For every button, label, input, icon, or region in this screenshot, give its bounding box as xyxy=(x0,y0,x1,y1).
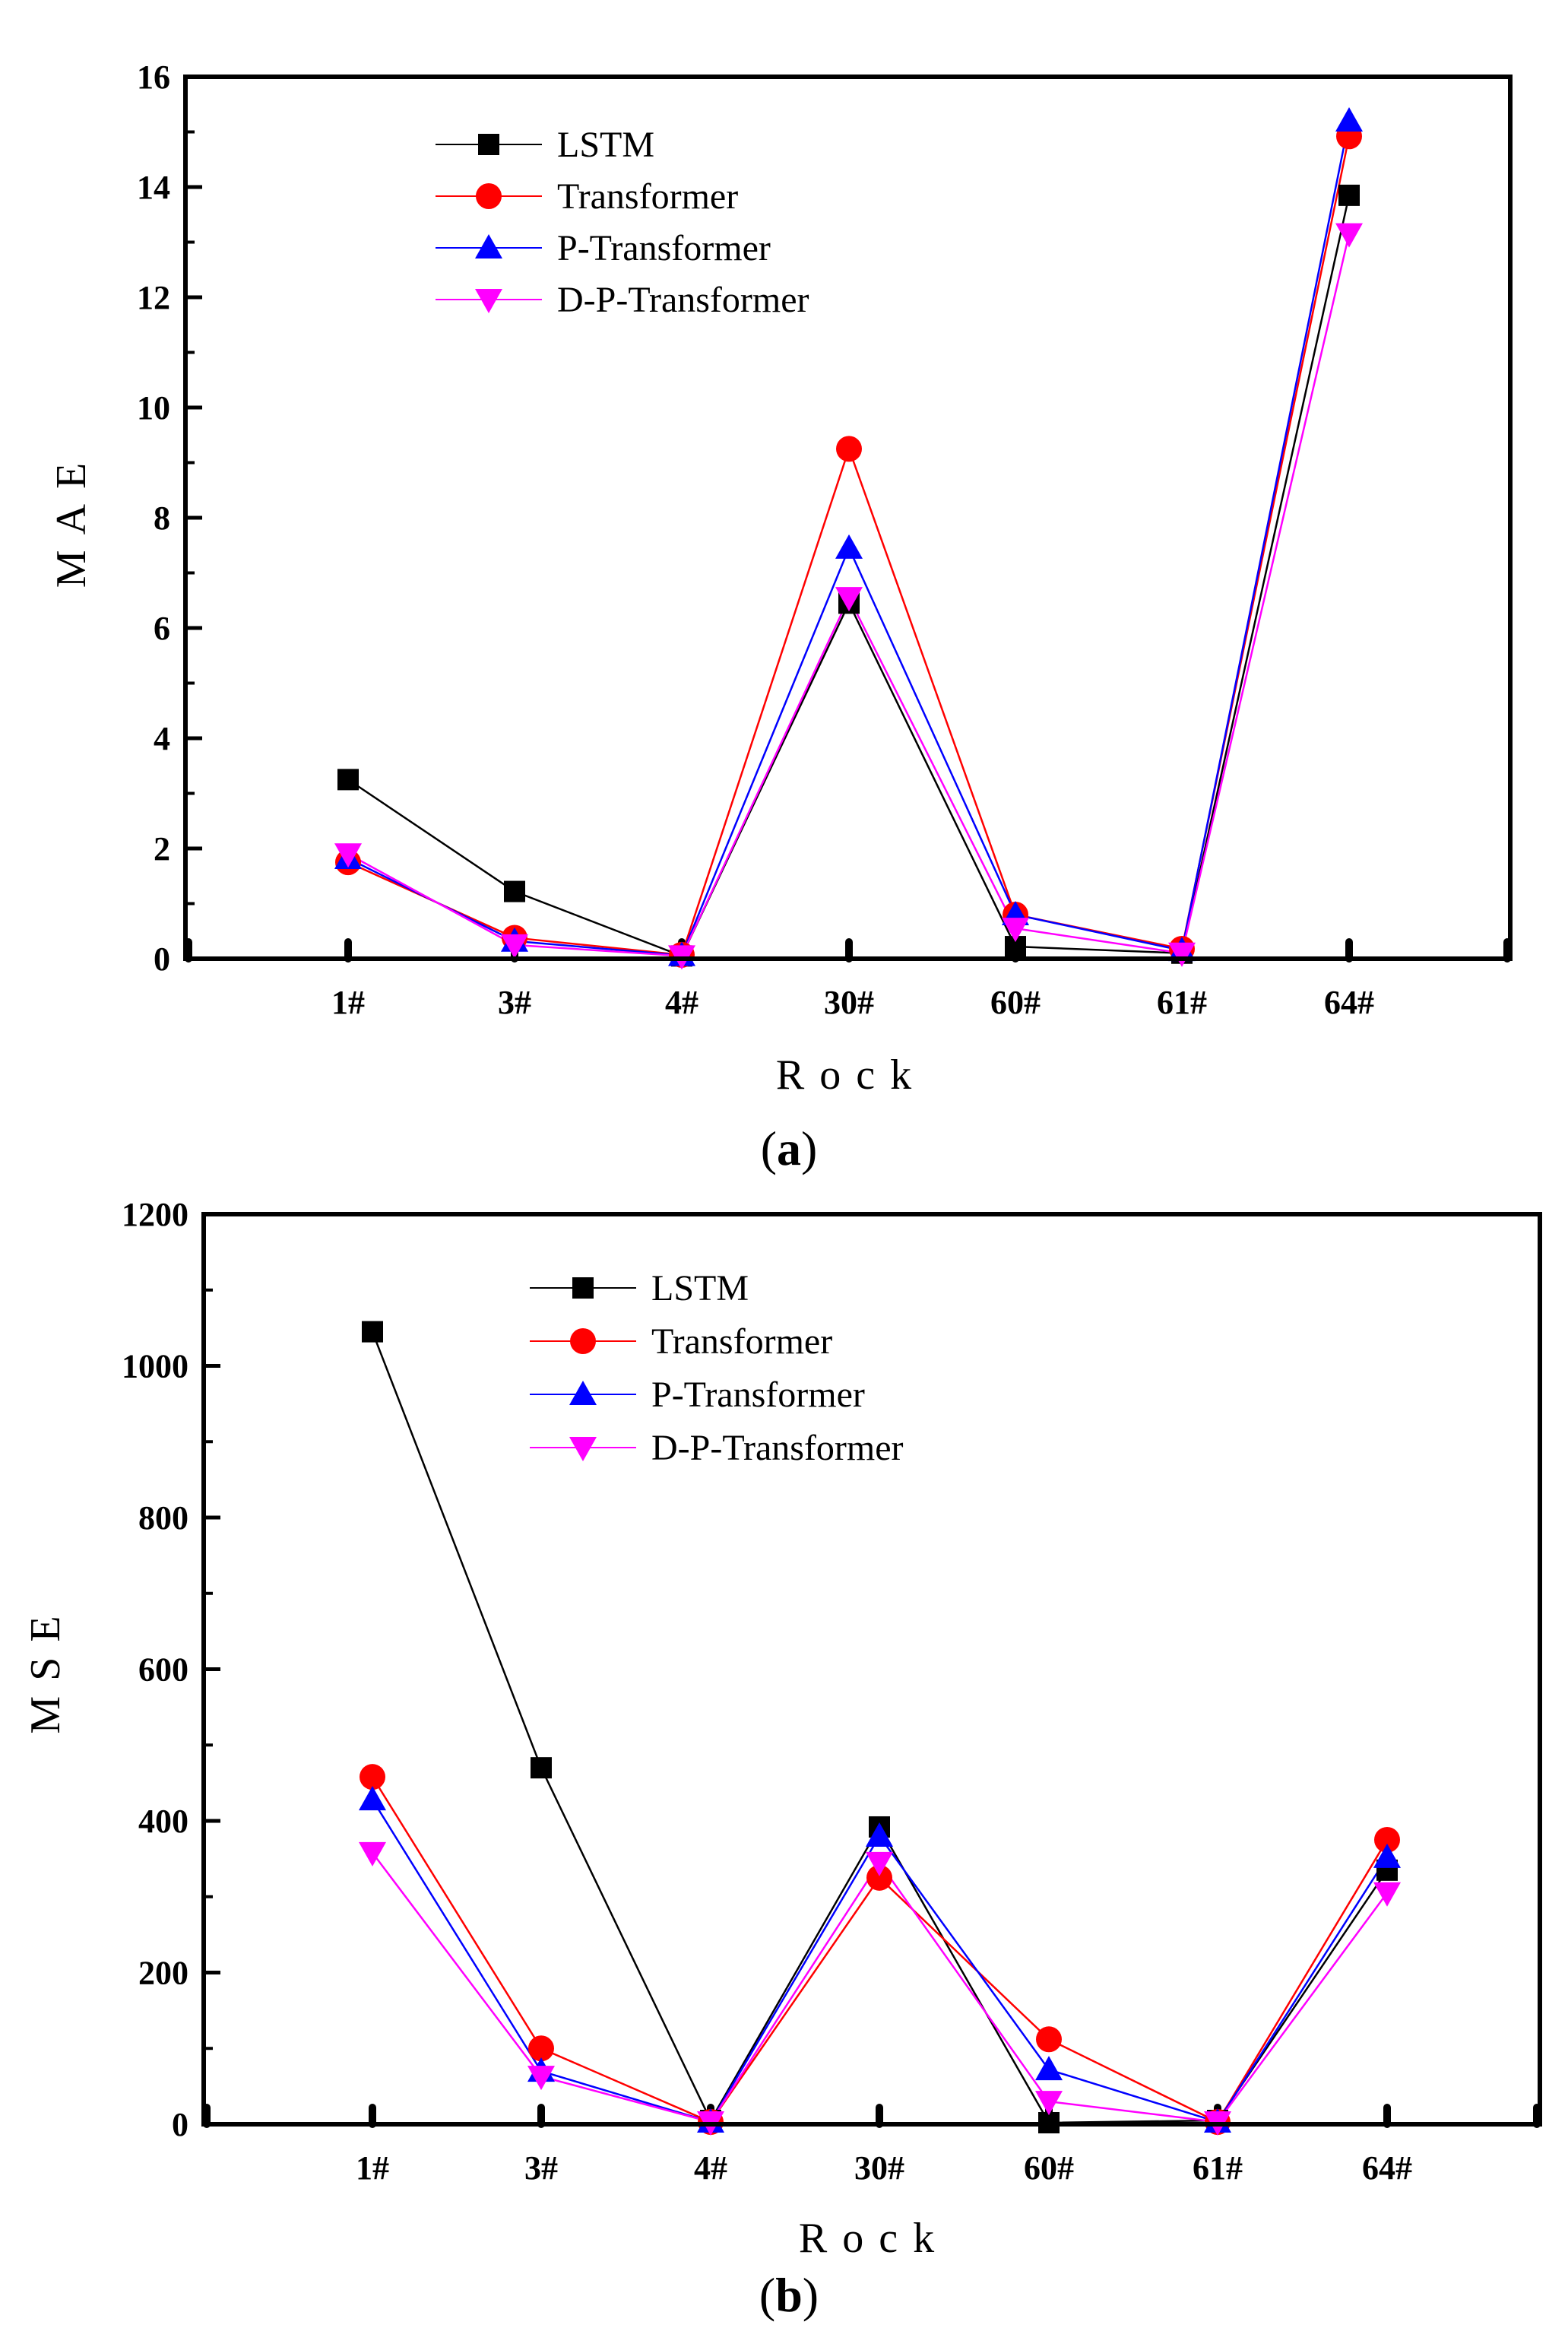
x-tick-label: 3# xyxy=(524,2149,558,2187)
data-point-d-p-transformer xyxy=(527,2066,555,2091)
series-p-transformer xyxy=(371,1799,1389,2123)
legend-label-lstm: LSTM xyxy=(651,1268,749,1308)
data-point-p-transformer xyxy=(866,1822,893,1847)
y-tick-label: 8 xyxy=(154,500,170,537)
series-lstm xyxy=(347,195,1351,957)
chart-b-ylabel: MSE xyxy=(22,1600,69,1733)
chart-a-tick-labels: 0 2 4 6 8 10 12 14 16 1# 3# 4# 30# 60# 61# 64# xyxy=(137,59,1374,1021)
y-tick-label: 0 xyxy=(154,940,170,978)
x-tick-label: 30# xyxy=(854,2149,904,2187)
data-point-p-transformer xyxy=(1035,2056,1063,2081)
data-point-transformer xyxy=(836,436,862,462)
legend-label-transformer: Transformer xyxy=(557,176,738,217)
legend-item-d-p-transformer: D-P-Transformer xyxy=(436,280,809,320)
data-point-d-p-transformer xyxy=(866,1851,893,1876)
chart-b-tick-labels: 0 200 400 600 800 1000 1200 1# 3# 4# 30# 60# 61# 64# xyxy=(122,1196,1412,2187)
markers-d-p-transformer xyxy=(334,223,1363,970)
x-tick-label: 4# xyxy=(665,984,698,1021)
legend-item-lstm: LSTM xyxy=(436,125,654,165)
series-line-d-p-transformer xyxy=(372,1852,1389,2123)
data-point-p-transformer xyxy=(835,534,863,559)
data-point-d-p-transformer xyxy=(501,934,528,959)
chart-a-plot-frame xyxy=(183,75,1513,961)
data-point-lstm xyxy=(362,1321,383,1343)
data-point-d-p-transformer xyxy=(1002,918,1029,943)
chart-b-legend: LSTM Transformer P-Transformer D-P-Trans… xyxy=(530,1268,904,1468)
legend-item-lstm: LSTM xyxy=(530,1268,749,1308)
legend-label-p-transformer: P-Transformer xyxy=(557,228,771,268)
legend-label-p-transformer: P-Transformer xyxy=(651,1375,865,1415)
chart-b-plot-frame xyxy=(201,1212,1542,2127)
legend-label-transformer: Transformer xyxy=(651,1321,832,1362)
y-tick-label: 6 xyxy=(154,610,170,647)
y-tick-label: 14 xyxy=(137,169,170,206)
data-point-lstm xyxy=(504,880,525,902)
x-tick-label: 1# xyxy=(331,984,365,1021)
y-tick-label: 10 xyxy=(137,389,170,427)
chart-a-series xyxy=(334,107,1363,970)
y-tick-label: 800 xyxy=(138,1499,188,1537)
chart-a-xlabel: Rock xyxy=(776,1051,927,1099)
series-line-p-transformer xyxy=(371,1799,1389,2123)
x-tick-label: 60# xyxy=(990,984,1041,1021)
legend-item-p-transformer: P-Transformer xyxy=(530,1375,865,1415)
data-point-d-p-transformer xyxy=(1168,942,1196,967)
data-point-d-p-transformer xyxy=(359,1841,386,1867)
y-tick-label: 4 xyxy=(154,720,170,757)
x-tick-label: 4# xyxy=(694,2149,727,2187)
data-point-d-p-transformer xyxy=(835,587,863,612)
data-point-d-p-transformer xyxy=(334,843,362,868)
legend-item-p-transformer: P-Transformer xyxy=(436,228,771,268)
chart-b-xlabel: Rock xyxy=(799,2215,949,2262)
series-d-p-transformer xyxy=(372,1852,1389,2123)
x-tick-label: 61# xyxy=(1193,2149,1243,2187)
chart-a-legend: LSTM Transformer P-Transformer D-P-Trans… xyxy=(436,125,809,320)
legend-item-transformer: Transformer xyxy=(436,176,738,217)
data-point-p-transformer xyxy=(359,1786,386,1811)
y-tick-label: 12 xyxy=(137,279,170,316)
x-tick-label: 64# xyxy=(1324,984,1374,1021)
data-point-lstm xyxy=(337,769,359,791)
data-point-transformer xyxy=(528,2035,554,2062)
y-tick-label: 600 xyxy=(138,1651,188,1689)
legend-label-d-p-transformer: D-P-Transformer xyxy=(557,280,809,320)
y-tick-label: 16 xyxy=(137,59,170,96)
series-line-lstm xyxy=(347,195,1351,957)
chart-a-ylabel: MAE xyxy=(48,448,95,588)
data-point-transformer xyxy=(360,1764,385,1790)
y-tick-label: 2 xyxy=(154,830,170,867)
x-tick-label: 1# xyxy=(356,2149,389,2187)
x-tick-label: 64# xyxy=(1362,2149,1412,2187)
legend-item-d-p-transformer: D-P-Transformer xyxy=(530,1428,904,1468)
data-point-transformer xyxy=(866,1864,892,1891)
y-tick-label: 1200 xyxy=(122,1196,188,1233)
x-tick-label: 61# xyxy=(1157,984,1207,1021)
chart-a-mae: 0 2 4 6 8 10 12 14 16 1# 3# 4# 30# 60# 61# 64# LSTM Tra… xyxy=(48,59,1513,1175)
data-point-p-transformer xyxy=(1373,1843,1401,1868)
data-point-d-p-transformer xyxy=(1335,223,1363,248)
y-tick-label: 200 xyxy=(138,1955,188,1992)
x-tick-label: 30# xyxy=(824,984,874,1021)
chart-a-ticks xyxy=(185,75,1511,963)
data-point-d-p-transformer xyxy=(1035,2091,1063,2116)
chart-b-panel-label: (b) xyxy=(759,2268,819,2322)
data-point-lstm xyxy=(531,1757,552,1779)
legend-label-lstm: LSTM xyxy=(557,125,654,165)
chart-a-panel-label: (a) xyxy=(761,1121,818,1175)
x-tick-label: 60# xyxy=(1024,2149,1074,2187)
data-point-transformer xyxy=(1374,1826,1400,1853)
x-tick-label: 3# xyxy=(498,984,531,1021)
legend-item-transformer: Transformer xyxy=(530,1321,832,1362)
y-tick-label: 1000 xyxy=(122,1348,188,1385)
data-point-p-transformer xyxy=(1335,107,1363,132)
data-point-d-p-transformer xyxy=(1373,1882,1401,1907)
y-tick-label: 0 xyxy=(172,2106,188,2143)
data-point-lstm xyxy=(1338,184,1360,206)
chart-b-ticks xyxy=(203,1212,1541,2128)
legend-label-d-p-transformer: D-P-Transformer xyxy=(651,1428,904,1468)
y-tick-label: 400 xyxy=(138,1803,188,1840)
data-point-transformer xyxy=(1036,2026,1062,2053)
